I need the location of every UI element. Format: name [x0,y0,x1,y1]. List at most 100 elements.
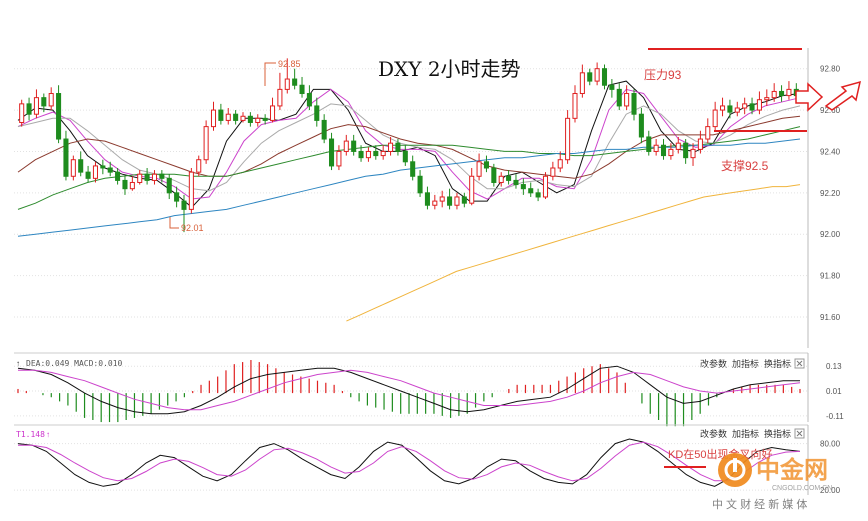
candle-body [638,113,644,138]
macd-toolbar: 改参数 加指标 换指标 [700,358,805,369]
candle-body [594,68,600,82]
brand-domain: CNGOLD.COM.CN [772,485,832,492]
candle-body [675,142,681,150]
macd-button-1[interactable]: 改参数 [700,358,727,369]
candle-body [137,173,143,183]
candle-body [727,105,733,113]
candle-body [299,84,305,95]
low-callout: 92.01 [169,217,204,233]
candle-body [734,107,740,113]
candle-body [203,126,209,161]
candle-body [609,84,615,90]
candle-body [218,109,224,121]
kdj-k-line [17,438,801,487]
macd-header: DEA:0.049 MACD:0.010 [26,359,123,368]
candle-body [351,140,357,152]
candle-body [402,150,408,163]
candle-body [247,115,253,123]
arrow-up-right-icon [824,80,862,111]
candle-body [572,93,578,119]
candlesticks [19,58,799,233]
candle-body [476,161,482,177]
candle-body [528,188,534,194]
macd-histogram [17,360,801,427]
kdj-axis-ticks: 80.00 20.00 [820,440,841,496]
low-callout-line [169,217,179,229]
price-tick-label: 92.00 [820,230,841,239]
candle-body [506,175,512,181]
watermark: 中金网 CNGOLD.COM.CN 中 文 财 经 新 媒 体 [712,453,832,511]
price-panel: 92.80 92.60 92.40 92.20 92.00 91.80 91.60 DXY … [14,48,862,348]
candle-body [225,113,231,121]
candle-body [498,175,504,183]
candle-body [601,68,608,86]
candle-body [742,103,748,109]
candle-body [306,93,312,107]
candle-body [380,150,386,157]
moving-average-line-1 [17,80,801,208]
candle-body [557,159,563,169]
candle-body [174,192,180,202]
candle-body [277,88,283,107]
candle-body [756,99,762,111]
high-callout-line [264,62,276,86]
price-tick-label: 92.40 [820,147,841,156]
candle-body [358,150,364,159]
macd-button-2[interactable]: 加指标 [732,358,759,369]
candle-body [233,113,239,121]
candle-body [255,117,261,123]
candle-body [749,103,755,111]
candle-body [314,105,320,121]
candle-body [579,72,585,95]
candle-body [565,117,571,161]
candle-body [78,159,84,173]
candle-body [329,138,335,167]
candle-body [483,161,489,169]
kdj-d-line [18,441,801,482]
kdj-lines [17,438,801,487]
candle-body [646,136,652,152]
moving-average-line-4 [17,115,801,179]
candle-body [129,181,135,190]
candle-body [151,173,158,181]
candle-body [520,184,526,190]
candle-body [461,196,467,204]
kdj-button-2[interactable]: 加指标 [732,428,759,439]
candle-body [365,150,371,159]
macd-tick-label: -0.11 [826,412,844,421]
kdj-tick-label: 20.00 [820,486,841,495]
candle-body [720,105,726,111]
candle-body [159,173,165,179]
candle-body [513,179,519,186]
candle-body [779,90,785,97]
candle-body [292,78,298,86]
macd-button-3[interactable]: 换指标 [764,358,791,369]
candle-body [690,148,696,159]
macd-grid [14,365,808,417]
candle-body [587,72,593,82]
candle-body [48,93,54,107]
candle-body [705,126,711,140]
kdj-grid [14,443,808,491]
support-label: 支撑92.5 [721,158,769,173]
moving-average-line-6 [17,138,801,237]
candle-body [26,103,32,115]
candle-body [269,105,276,121]
candle-body [336,150,342,167]
candle-body [284,78,290,90]
macd-panel: ↑ DEA:0.049 MACD:0.010 改参数 加指标 换指标 0.13 0.0… [14,352,844,427]
candle-body [491,167,497,183]
candle-body [660,144,667,157]
macd-tick-label: 0.01 [826,387,842,396]
candle-body [550,167,556,177]
price-tick-label: 92.60 [820,106,841,115]
low-label: 92.01 [181,223,204,233]
candle-body [181,200,187,210]
candle-body [631,93,637,115]
candle-body [107,167,113,173]
macd-dif-line [17,365,800,415]
candle-body [668,148,674,157]
kdj-button-3[interactable]: 换指标 [764,428,791,439]
kdj-button-1[interactable]: 改参数 [700,428,727,439]
